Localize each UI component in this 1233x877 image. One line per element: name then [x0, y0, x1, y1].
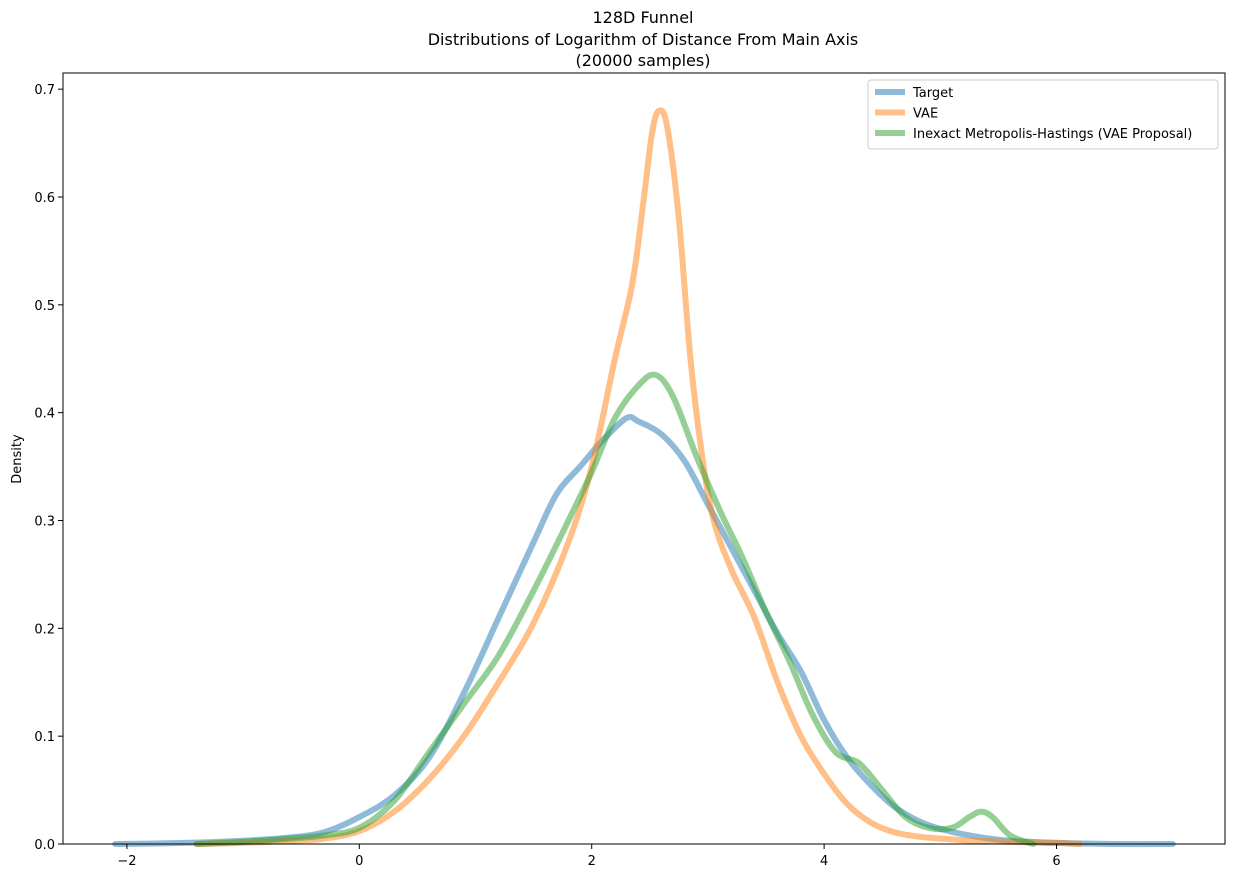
x-tick-label: 2 [588, 854, 596, 869]
legend-entry-target-label: Target [912, 86, 953, 101]
x-tick-label: 4 [820, 854, 828, 869]
x-tick-label: 6 [1052, 854, 1060, 869]
series-group [112, 107, 1176, 848]
chart-title: 128D Funnel [593, 8, 694, 27]
series-vae-line [193, 107, 1083, 847]
legend-box [867, 79, 1219, 150]
y-tick-label: 0.5 [34, 299, 55, 314]
y-tick-label: 0.6 [34, 191, 55, 206]
y-tick-label: 0.1 [34, 730, 55, 745]
plot-area-frame [62, 72, 1226, 845]
legend-entry-vae-label: VAE [913, 107, 938, 122]
y-tick-label: 0.7 [34, 83, 55, 98]
legend-entry-inexact-mh-label: Inexact Metropolis-Hastings (VAE Proposa… [913, 127, 1192, 142]
series-target-line [112, 413, 1176, 848]
legend: Target VAE Inexact Metropolis-Hastings (VA… [867, 79, 1219, 150]
x-tick-label: 0 [355, 854, 363, 869]
series-inexact-mh-line [193, 371, 1037, 847]
y-axis: 0.0 0.1 0.2 0.3 0.4 0.5 0.6 0.7 [34, 83, 63, 853]
y-tick-label: 0.2 [34, 622, 55, 637]
y-tick-label: 0.4 [34, 407, 55, 422]
y-tick-label: 0.0 [34, 838, 55, 853]
y-axis-label: Density [10, 434, 25, 484]
chart-subtitle-samples: (20000 samples) [576, 51, 711, 70]
x-axis: −2 0 2 4 6 [117, 844, 1061, 869]
chart-subtitle: Distributions of Logarithm of Distance F… [428, 30, 859, 49]
x-tick-label: −2 [117, 854, 136, 869]
y-tick-label: 0.3 [34, 515, 55, 530]
